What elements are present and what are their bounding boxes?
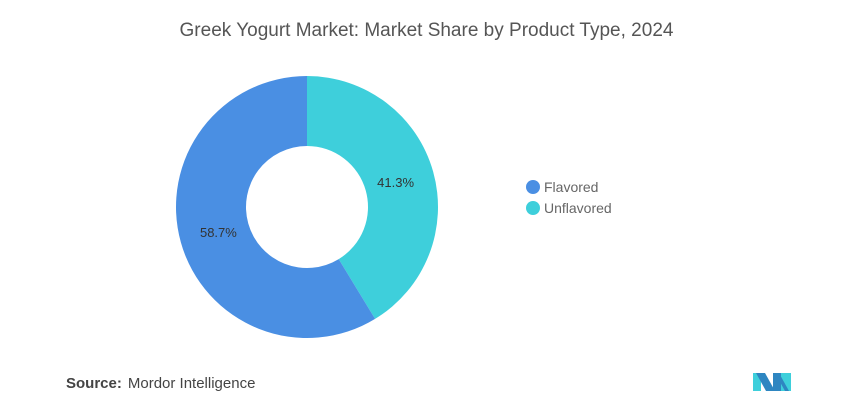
legend: Flavored Unflavored [526,176,612,218]
legend-swatch [526,200,540,215]
legend-swatch [526,179,540,194]
source-label: Source: [66,375,122,392]
chart-title: Greek Yogurt Market: Market Share by Pro… [179,20,674,41]
data-label-flavored: 58.7% [200,225,237,240]
source-value: Mordor Intelligence [127,375,256,392]
slice-flavored [175,76,376,338]
source: Source: Mordor Intelligence [66,375,255,392]
slice-unflavored [307,76,438,319]
legend-label: Flavored [544,178,599,195]
legend-label: Unflavored [544,199,612,216]
legend-item-unflavored: Unflavored [526,197,612,218]
data-label-unflavored: 41.3% [377,175,414,190]
mordor-logo-icon [753,373,791,391]
legend-item-flavored: Flavored [526,176,612,197]
